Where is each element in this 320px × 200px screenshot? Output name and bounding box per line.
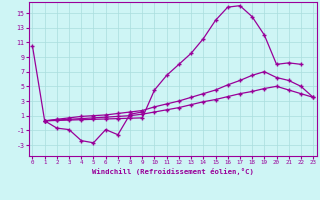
X-axis label: Windchill (Refroidissement éolien,°C): Windchill (Refroidissement éolien,°C) [92, 168, 254, 175]
